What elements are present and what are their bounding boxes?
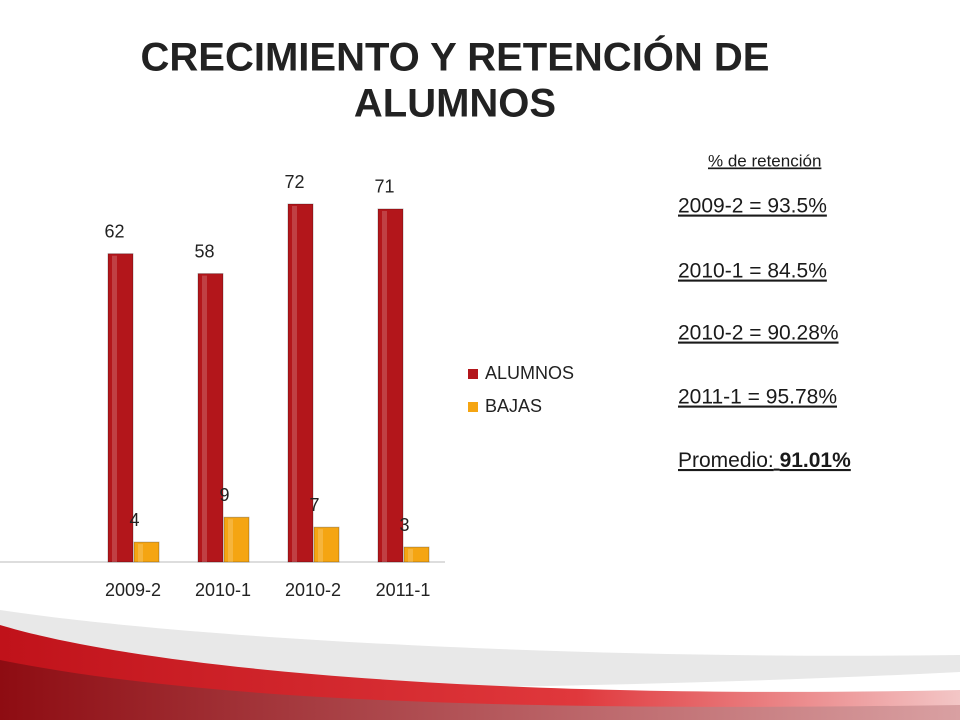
data-label: 62 [104,221,124,241]
data-label: 3 [399,515,409,535]
bar [287,203,314,563]
retention-average: Promedio: 91.01% [678,449,851,472]
bar [197,273,224,563]
bar [377,208,404,563]
bar [223,516,250,563]
x-tick-label: 2011-1 [376,580,431,600]
bar-highlight [318,529,323,562]
data-label: 9 [219,485,229,505]
x-tick-label: 2010-1 [195,580,251,600]
retention-line: 2010-1 = 84.5% [678,260,827,283]
x-tick-label: 2009-2 [105,580,161,600]
bar-highlight [408,549,413,562]
legend-swatch [468,402,478,412]
data-label: 58 [194,241,214,261]
bar-highlight [382,210,387,562]
average-value: 91.01% [780,449,852,472]
bar-highlight [228,519,233,562]
average-label: Promedio: [678,449,774,472]
retention-heading: % de retención [708,151,821,170]
bar-highlight [202,275,207,562]
retention-line: 2010-2 = 90.28% [678,322,839,345]
data-label: 71 [374,177,394,197]
bar-highlight [292,206,297,562]
retention-line: 2009-2 = 93.5% [678,195,827,218]
legend-label: BAJAS [485,396,542,416]
bar [313,526,340,563]
retention-line: 2011-1 = 95.78% [678,386,837,409]
bar [133,541,160,563]
x-tick-label: 2010-2 [285,580,341,600]
chart-title: ALUMNOS [354,82,556,126]
bar [107,253,134,563]
data-label: 7 [309,495,319,515]
legend-label: ALUMNOS [485,363,574,383]
legend-swatch [468,369,478,379]
bar [403,546,430,563]
data-label: 72 [284,172,304,192]
chart-title: CRECIMIENTO Y RETENCIÓN DE [141,34,770,80]
bar-highlight [112,255,117,562]
bar-highlight [138,544,143,562]
data-label: 4 [129,510,139,530]
swoosh-dark [0,660,960,720]
